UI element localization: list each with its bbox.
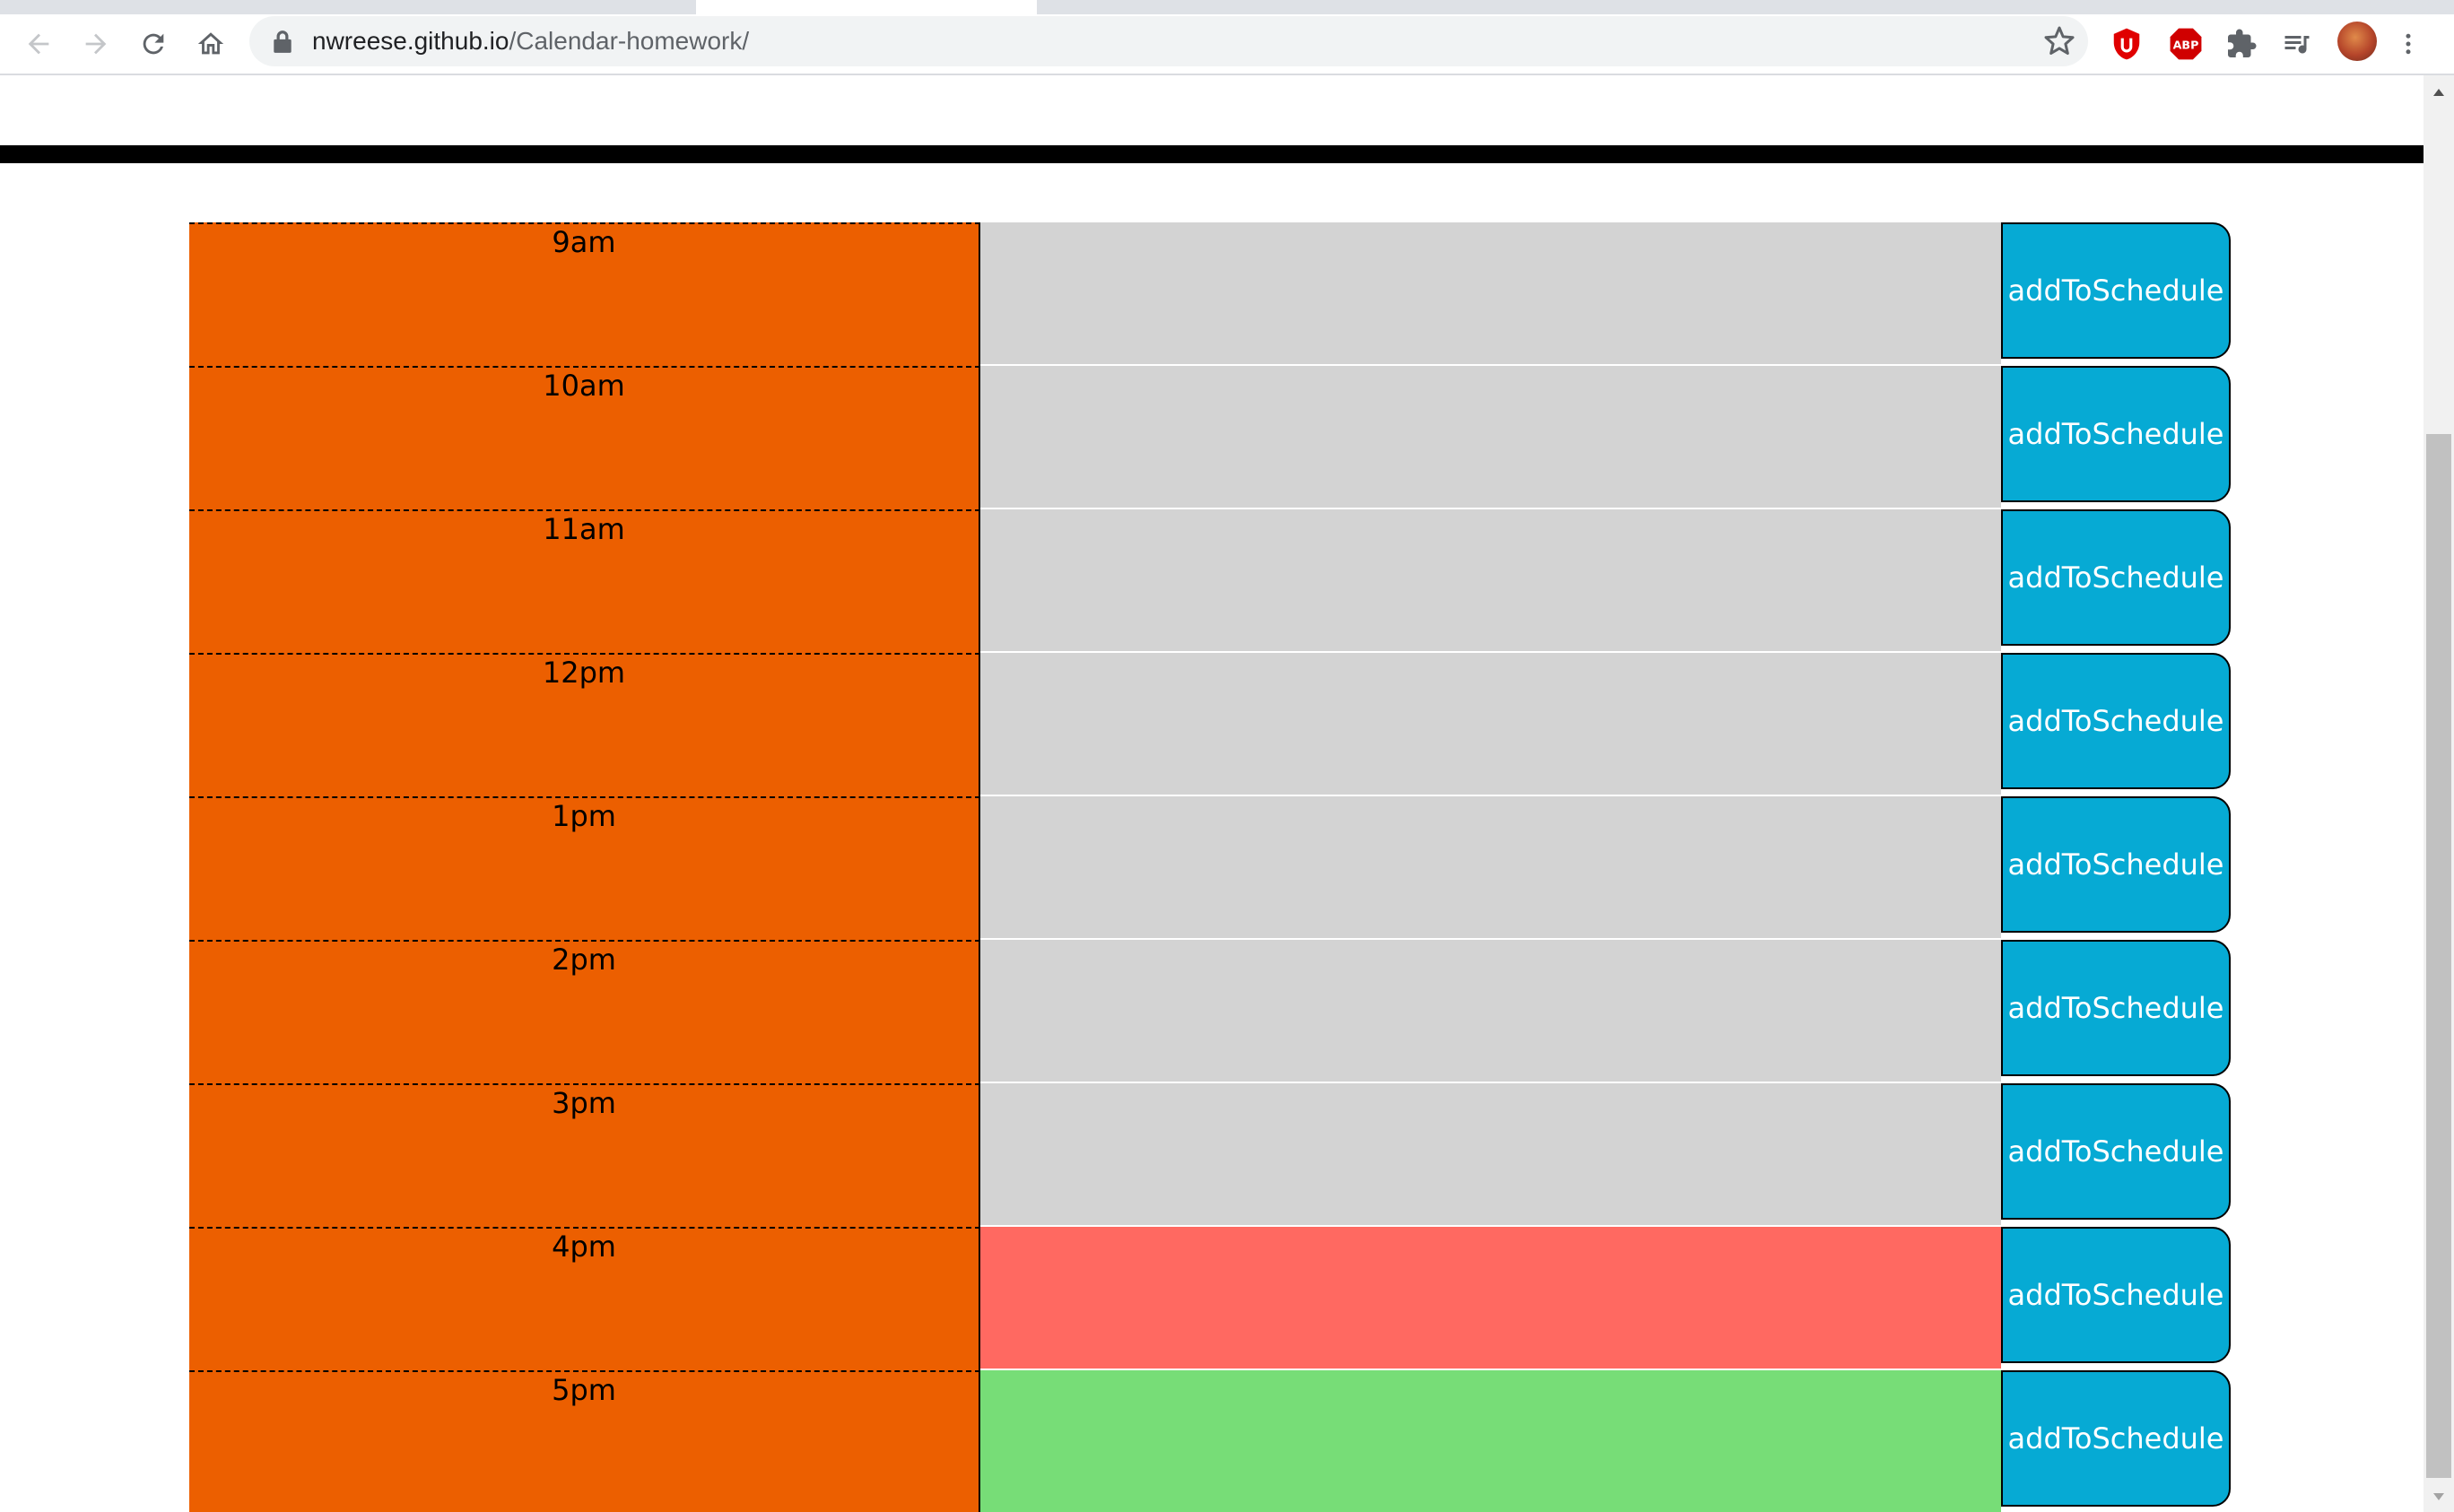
scroll-down-arrow-icon[interactable] (2424, 1483, 2454, 1510)
active-tab[interactable] (696, 0, 1037, 14)
hour-label: 2pm (189, 940, 980, 1083)
scrollbar-thumb[interactable] (2426, 434, 2451, 1478)
add-to-schedule-button[interactable]: addToSchedule (2001, 222, 2231, 359)
hour-text: 3pm (552, 1086, 616, 1120)
event-description-input[interactable] (980, 1227, 2001, 1370)
adblock-plus-icon: ABP (2170, 28, 2202, 60)
add-to-schedule-button[interactable]: addToSchedule (2001, 940, 2231, 1076)
page-viewport: 9am addToSchedule 10am addToSchedule 11a… (0, 75, 2424, 1512)
event-description-input[interactable] (980, 796, 2001, 940)
abp-label: ABP (2173, 39, 2199, 52)
forward-button[interactable] (74, 22, 118, 66)
media-queue-button[interactable] (2278, 25, 2316, 63)
time-block-row: 3pm addToSchedule (189, 1083, 2234, 1227)
hour-label: 12pm (189, 653, 980, 796)
time-block-row: 12pm addToSchedule (189, 653, 2234, 796)
time-block-row: 9am addToSchedule (189, 222, 2234, 366)
scroll-up-arrow-icon[interactable] (2424, 79, 2454, 106)
hour-text: 9am (552, 225, 616, 259)
hour-text: 10am (543, 369, 625, 403)
extensions-puzzle-icon (2228, 29, 2257, 57)
hour-label: 9am (189, 222, 980, 366)
address-bar[interactable]: nwreese.github.io/Calendar-homework/ (249, 16, 2088, 66)
add-to-schedule-button[interactable]: addToSchedule (2001, 796, 2231, 933)
time-block-row: 11am addToSchedule (189, 509, 2234, 653)
hour-text: 2pm (552, 943, 616, 977)
add-to-schedule-button[interactable]: addToSchedule (2001, 366, 2231, 502)
time-block-row: 2pm addToSchedule (189, 940, 2234, 1083)
browser-menu-button[interactable] (2395, 25, 2422, 63)
header-divider (0, 145, 2424, 163)
time-block-row: 1pm addToSchedule (189, 796, 2234, 940)
add-to-schedule-button[interactable]: addToSchedule (2001, 1370, 2231, 1507)
star-icon[interactable] (2043, 25, 2075, 57)
add-to-schedule-button[interactable]: addToSchedule (2001, 1083, 2231, 1220)
hour-text: 5pm (552, 1373, 616, 1407)
hour-text: 1pm (552, 799, 616, 833)
event-description-input[interactable] (980, 509, 2001, 653)
event-description-input[interactable] (980, 940, 2001, 1083)
add-to-schedule-button[interactable]: addToSchedule (2001, 1227, 2231, 1363)
reload-button[interactable] (131, 22, 176, 66)
hour-label: 4pm (189, 1227, 980, 1370)
media-queue-icon (2284, 36, 2310, 54)
event-description-input[interactable] (980, 366, 2001, 509)
forward-arrow-icon (85, 33, 107, 55)
hour-label: 11am (189, 509, 980, 653)
schedule-container: 9am addToSchedule 10am addToSchedule 11a… (189, 222, 2234, 1512)
hour-label: 10am (189, 366, 980, 509)
extensions-button[interactable] (2223, 25, 2260, 63)
home-button[interactable] (188, 22, 233, 66)
hour-label: 3pm (189, 1083, 980, 1227)
kebab-menu-icon (2406, 33, 2411, 55)
browser-toolbar: nwreese.github.io/Calendar-homework/ ABP (0, 14, 2454, 75)
hour-text: 12pm (542, 656, 626, 690)
add-to-schedule-button[interactable]: addToSchedule (2001, 509, 2231, 646)
lock-icon (274, 30, 292, 53)
event-description-input[interactable] (980, 653, 2001, 796)
browser-tabstrip (0, 0, 2454, 14)
profile-avatar[interactable] (2337, 22, 2377, 61)
url-host: nwreese.github.io (312, 27, 509, 55)
url-path: /Calendar-homework/ (509, 27, 750, 55)
url-text: nwreese.github.io/Calendar-homework/ (312, 25, 749, 57)
time-block-row: 10am addToSchedule (189, 366, 2234, 509)
event-description-input[interactable] (980, 1370, 2001, 1512)
page-scrollbar[interactable] (2424, 75, 2454, 1512)
ublock-icon (2113, 28, 2140, 60)
home-icon (197, 32, 224, 55)
event-description-input[interactable] (980, 222, 2001, 366)
add-to-schedule-button[interactable]: addToSchedule (2001, 653, 2231, 789)
time-block-row: 5pm addToSchedule (189, 1370, 2234, 1512)
hour-label: 5pm (189, 1370, 980, 1512)
back-button[interactable] (16, 22, 61, 66)
reload-icon (143, 33, 164, 55)
ublock-extension-button[interactable] (2108, 25, 2145, 63)
hour-text: 11am (543, 512, 625, 546)
time-block-row: 4pm addToSchedule (189, 1227, 2234, 1370)
event-description-input[interactable] (980, 1083, 2001, 1227)
adblock-plus-extension-button[interactable]: ABP (2167, 25, 2205, 63)
hour-label: 1pm (189, 796, 980, 940)
back-arrow-icon (28, 33, 49, 55)
hour-text: 4pm (552, 1230, 616, 1264)
